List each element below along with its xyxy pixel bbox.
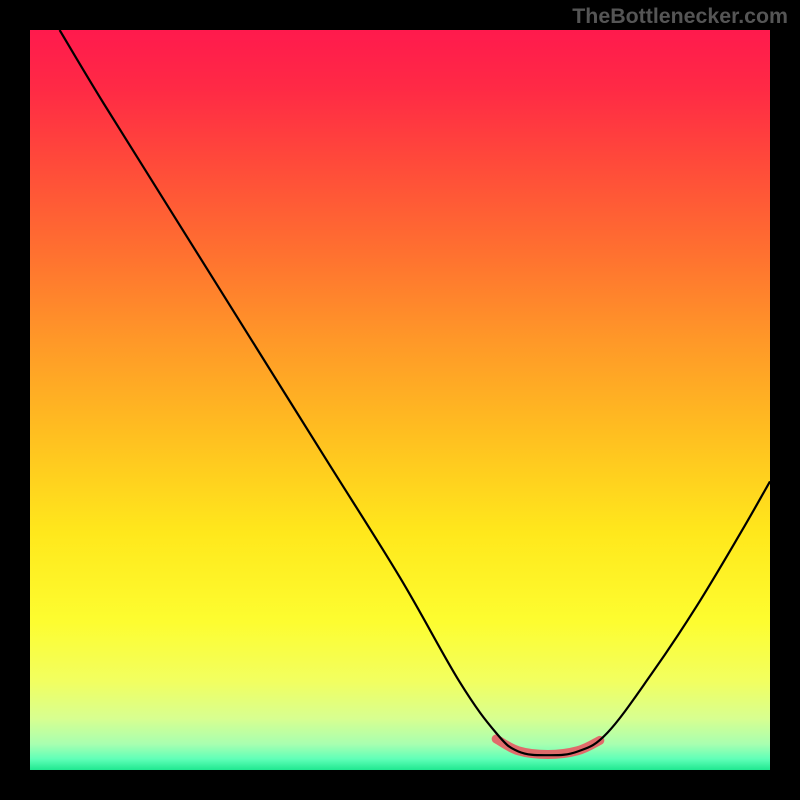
chart-frame — [30, 30, 770, 770]
highlight-segment — [496, 739, 600, 755]
watermark-text: TheBottlenecker.com — [572, 4, 788, 29]
chart-plot-layer — [30, 30, 770, 770]
bottleneck-curve — [60, 30, 770, 755]
